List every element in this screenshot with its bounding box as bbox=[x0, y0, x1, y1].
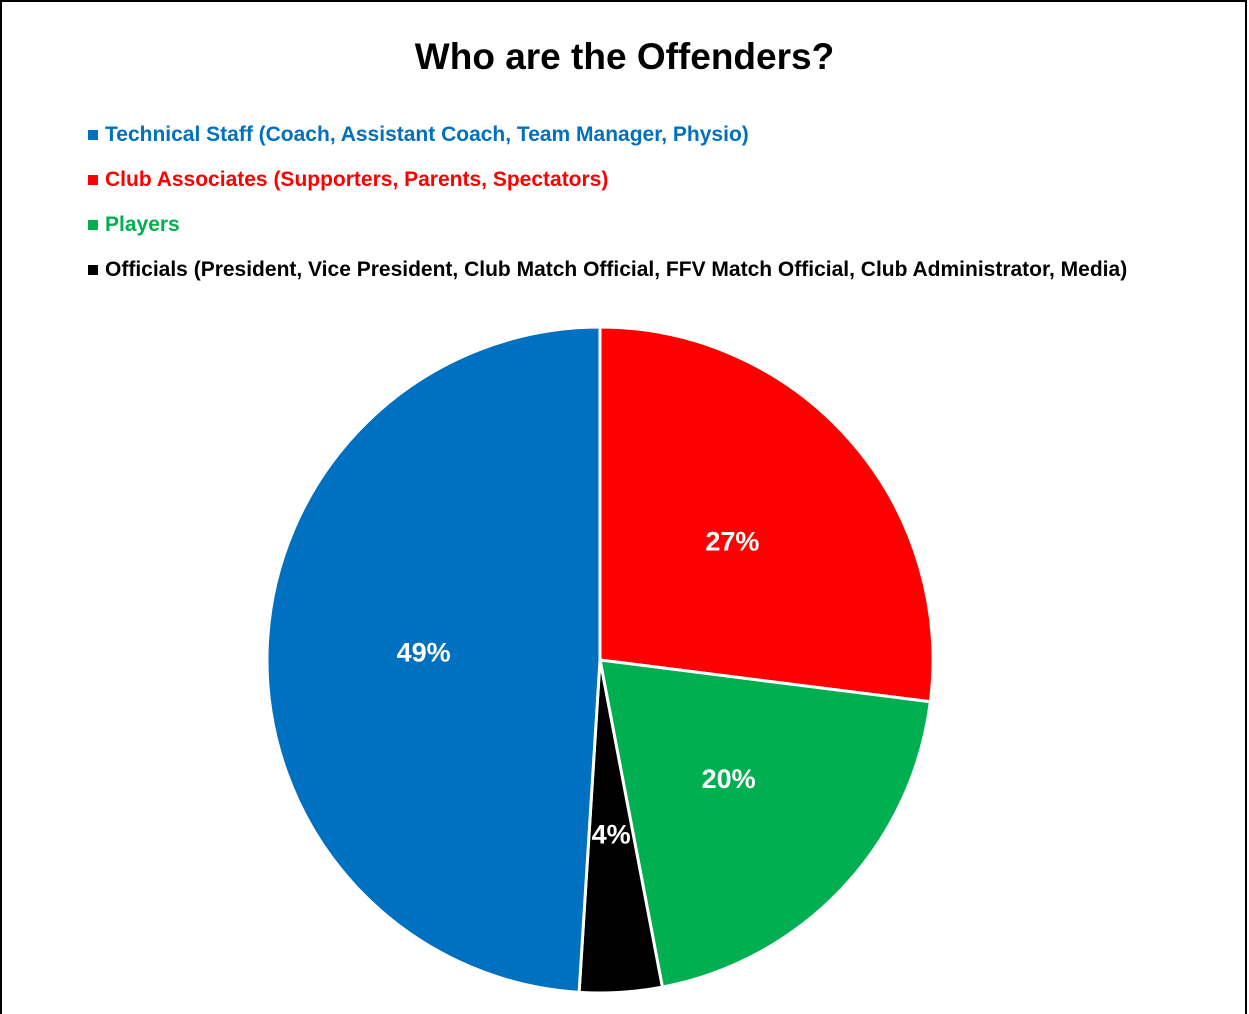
chart-legend: Technical Staff (Coach, Assistant Coach,… bbox=[88, 112, 1127, 292]
legend-label: Technical Staff (Coach, Assistant Coach,… bbox=[105, 122, 749, 146]
legend-label: Players bbox=[105, 212, 180, 236]
legend-item: Players bbox=[88, 202, 1127, 247]
legend-item: Club Associates (Supporters, Parents, Sp… bbox=[88, 157, 1127, 202]
legend-swatch bbox=[88, 129, 98, 140]
legend-swatch bbox=[88, 264, 98, 275]
legend-item: Officials (President, Vice President, Cl… bbox=[88, 247, 1127, 292]
legend-swatch bbox=[88, 174, 98, 185]
data-label: 4% bbox=[592, 819, 631, 849]
data-label: 27% bbox=[705, 526, 759, 556]
legend-label: Club Associates (Supporters, Parents, Sp… bbox=[105, 167, 609, 191]
legend-swatch bbox=[88, 219, 98, 230]
legend-label: Officials (President, Vice President, Cl… bbox=[105, 257, 1128, 281]
pie-slice bbox=[598, 658, 933, 989]
legend-item: Technical Staff (Coach, Assistant Coach,… bbox=[88, 112, 1127, 157]
chart-title: Who are the Offenders? bbox=[414, 36, 835, 77]
data-label: 49% bbox=[397, 638, 451, 668]
data-label: 20% bbox=[702, 764, 756, 794]
pie-slice bbox=[265, 325, 602, 994]
pie-slice bbox=[598, 325, 935, 704]
